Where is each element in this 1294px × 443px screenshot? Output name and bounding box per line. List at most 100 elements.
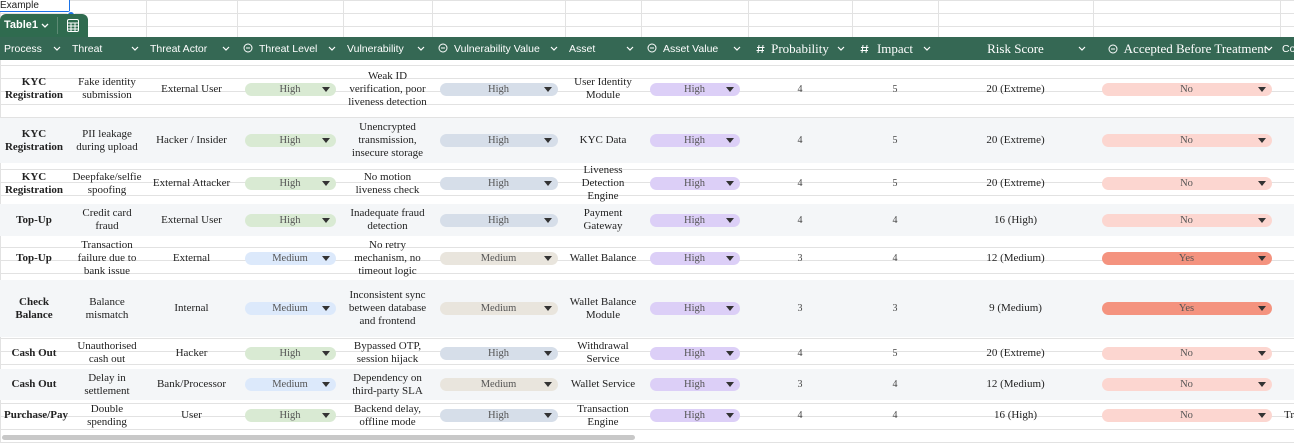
table-cell[interactable]: 20 (Extreme) <box>938 337 1093 369</box>
table-cell[interactable]: 4 <box>748 204 852 236</box>
table-cell[interactable]: High <box>641 369 748 400</box>
table-cell[interactable]: No <box>1093 118 1280 163</box>
dropdown-chip[interactable]: High <box>650 214 740 227</box>
dropdown-chip[interactable]: Medium <box>245 378 336 391</box>
table-cell[interactable]: KYC Registration <box>0 163 68 204</box>
table-cell[interactable]: 5 <box>852 118 938 163</box>
dropdown-chip[interactable]: High <box>245 347 336 360</box>
table-cell[interactable] <box>1280 337 1294 369</box>
table-cell[interactable]: 4 <box>748 163 852 204</box>
dropdown-chip[interactable]: No <box>1102 134 1272 147</box>
dropdown-chip[interactable]: Yes <box>1102 252 1272 265</box>
table-cell[interactable]: Credit card fraud <box>68 204 146 236</box>
column-header[interactable]: Asset <box>565 37 641 60</box>
dropdown-chip[interactable]: High <box>650 134 740 147</box>
table-cell[interactable]: High <box>237 163 343 204</box>
dropdown-chip[interactable]: Medium <box>440 302 558 315</box>
dropdown-chip[interactable]: High <box>440 134 558 147</box>
table-cell[interactable]: Unauthorised cash out <box>68 337 146 369</box>
selected-cell[interactable]: Example <box>0 0 70 12</box>
table-cell[interactable]: 20 (Extreme) <box>938 163 1093 204</box>
table-cell[interactable]: Medium <box>237 236 343 280</box>
table-cell[interactable]: Weak ID verification, poor liveness dete… <box>343 60 432 118</box>
table-cell[interactable]: 4 <box>748 60 852 118</box>
table-cell[interactable]: 4 <box>852 204 938 236</box>
table-cell[interactable] <box>1280 60 1294 118</box>
table-cell[interactable]: No <box>1093 400 1280 431</box>
table-cell[interactable] <box>1280 118 1294 163</box>
column-header[interactable]: Threat Actor <box>146 37 237 60</box>
column-header[interactable]: Process <box>0 37 68 60</box>
table-cell[interactable]: No <box>1093 60 1280 118</box>
dropdown-chip[interactable]: High <box>650 83 740 96</box>
table-cell[interactable]: Balance mismatch <box>68 280 146 337</box>
scrollbar[interactable] <box>2 435 635 440</box>
column-header[interactable]: Probability <box>748 37 852 60</box>
table-cell[interactable]: 3 <box>852 280 938 337</box>
table-cell[interactable]: High <box>237 400 343 431</box>
table-cell[interactable]: High <box>432 60 565 118</box>
table-cell[interactable]: KYC Registration <box>0 60 68 118</box>
dropdown-chip[interactable]: High <box>245 177 336 190</box>
table-cell[interactable]: Backend delay, offline mode <box>343 400 432 431</box>
column-header[interactable]: Asset Value <box>641 37 748 60</box>
dropdown-chip[interactable]: No <box>1102 83 1272 96</box>
table-cell[interactable]: Medium <box>432 236 565 280</box>
table-cell[interactable]: No motion liveness check <box>343 163 432 204</box>
table-cell[interactable]: High <box>237 60 343 118</box>
table-cell[interactable] <box>1280 369 1294 400</box>
table-cell[interactable]: Wallet Service <box>565 369 641 400</box>
table-cell[interactable]: Double spending <box>68 400 146 431</box>
column-header[interactable]: Accepted Before Treatment <box>1093 37 1280 60</box>
table-cell[interactable]: KYC Data <box>565 118 641 163</box>
table-cell[interactable]: 4 <box>748 400 852 431</box>
table-cell[interactable] <box>1280 280 1294 337</box>
dropdown-chip[interactable]: Medium <box>245 302 336 315</box>
table-cell[interactable]: Medium <box>237 280 343 337</box>
dropdown-chip[interactable]: No <box>1102 177 1272 190</box>
table-cell[interactable] <box>1280 236 1294 280</box>
table-cell[interactable]: 3 <box>748 369 852 400</box>
dropdown-chip[interactable]: High <box>245 409 336 422</box>
column-header[interactable]: Risk Score <box>938 37 1093 60</box>
table-cell[interactable]: 16 (High) <box>938 204 1093 236</box>
table-cell[interactable]: Withdrawal Service <box>565 337 641 369</box>
dropdown-chip[interactable]: High <box>440 214 558 227</box>
table-cell[interactable]: Unencrypted transmission, insecure stora… <box>343 118 432 163</box>
table-cell[interactable]: Top-Up <box>0 204 68 236</box>
table-cell[interactable]: High <box>641 400 748 431</box>
dropdown-chip[interactable]: High <box>440 409 558 422</box>
dropdown-chip[interactable]: High <box>650 177 740 190</box>
table-cell[interactable]: External Attacker <box>146 163 237 204</box>
dropdown-chip[interactable]: High <box>650 252 740 265</box>
table-cell[interactable]: 16 (High) <box>938 400 1093 431</box>
table-cell[interactable]: No <box>1093 163 1280 204</box>
table-cell[interactable]: 20 (Extreme) <box>938 60 1093 118</box>
table-cell[interactable]: 4 <box>748 118 852 163</box>
table-cell[interactable]: 5 <box>852 163 938 204</box>
table-cell[interactable]: High <box>641 337 748 369</box>
table-cell[interactable]: High <box>432 337 565 369</box>
table-cell[interactable]: 5 <box>852 337 938 369</box>
dropdown-chip[interactable]: High <box>245 83 336 96</box>
table-cell[interactable]: Inconsistent sync between database and f… <box>343 280 432 337</box>
table-cell[interactable]: User <box>146 400 237 431</box>
table-cell[interactable]: High <box>237 118 343 163</box>
table-cell[interactable]: Wallet Balance <box>565 236 641 280</box>
table-cell[interactable]: Bypassed OTP, session hijack <box>343 337 432 369</box>
table-cell[interactable]: High <box>237 204 343 236</box>
table-cell[interactable]: No <box>1093 369 1280 400</box>
dropdown-chip[interactable]: Medium <box>440 252 558 265</box>
dropdown-chip[interactable]: Yes <box>1102 302 1272 315</box>
table-cell[interactable]: No <box>1093 337 1280 369</box>
table-cell[interactable]: Transaction failure due to bank issue <box>68 236 146 280</box>
table-cell[interactable]: Hacker <box>146 337 237 369</box>
table-cell[interactable]: High <box>641 118 748 163</box>
table-cell[interactable]: Hacker / Insider <box>146 118 237 163</box>
table-cell[interactable]: 9 (Medium) <box>938 280 1093 337</box>
dropdown-chip[interactable]: No <box>1102 378 1272 391</box>
table-cell[interactable]: High <box>237 337 343 369</box>
table-cell[interactable]: Cash Out <box>0 369 68 400</box>
table-cell[interactable]: Payment Gateway <box>565 204 641 236</box>
table-cell[interactable]: Check Balance <box>0 280 68 337</box>
